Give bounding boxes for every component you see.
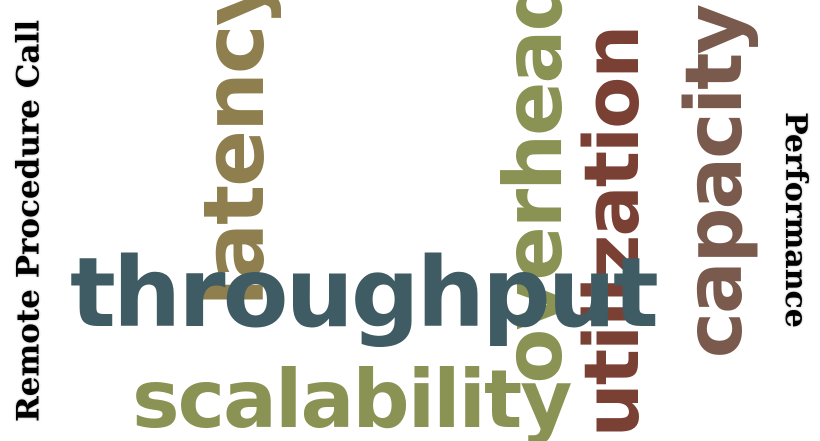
word-performance-text: Performance [778, 112, 813, 328]
word-throughput: throughput [70, 237, 659, 349]
word-remote-procedure-call-text: Remote Procedure Call [10, 19, 47, 423]
word-utilization-text: utilization [567, 26, 656, 438]
word-capacity-text: capacity [670, 5, 760, 359]
word-scalability: scalability [132, 353, 572, 441]
